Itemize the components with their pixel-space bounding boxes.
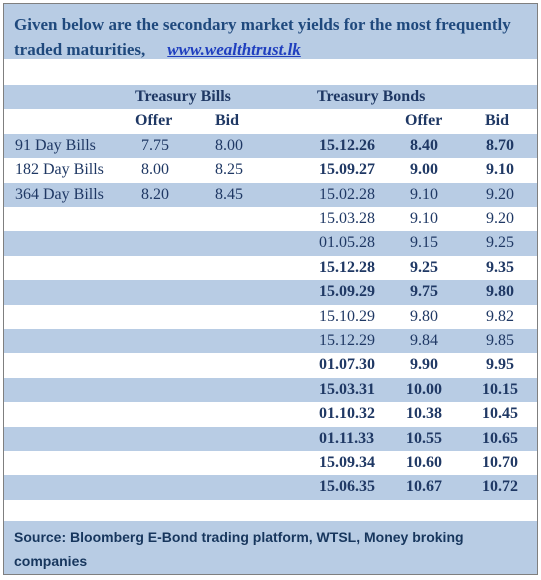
header: Given below are the secondary market yie… bbox=[14, 12, 529, 62]
bond-maturity: 01.05.28 bbox=[319, 234, 375, 252]
yield-table-panel: Given below are the secondary market yie… bbox=[3, 3, 538, 575]
group-header: Treasury Bills bbox=[135, 88, 231, 105]
bond-offer: 9.90 bbox=[410, 356, 438, 374]
source-note: Source: Bloomberg E-Bond trading platfor… bbox=[14, 529, 464, 569]
bond-maturity: 01.11.33 bbox=[319, 429, 375, 447]
row-band bbox=[4, 426, 537, 451]
bond-maturity: 15.02.28 bbox=[319, 185, 375, 203]
row-band bbox=[4, 377, 537, 403]
bond-bid: 10.65 bbox=[482, 429, 518, 447]
row-band bbox=[4, 231, 537, 256]
row-band bbox=[4, 475, 537, 500]
bond-offer: 9.25 bbox=[410, 258, 438, 276]
footer-band bbox=[4, 521, 537, 574]
bond-offer: 10.38 bbox=[406, 405, 442, 423]
bill-bid: 8.00 bbox=[215, 136, 243, 154]
row-band bbox=[4, 133, 537, 159]
bond-offer: 10.67 bbox=[406, 478, 442, 496]
bond-bid: 9.80 bbox=[486, 283, 514, 301]
bond-bid: 10.15 bbox=[482, 380, 518, 398]
bond-bid: 9.20 bbox=[486, 185, 514, 203]
website-link[interactable]: www.wealthtrust.lk bbox=[167, 40, 301, 59]
bill-offer: 8.00 bbox=[141, 161, 169, 179]
row-band bbox=[4, 280, 537, 305]
bond-bid: 9.35 bbox=[486, 258, 514, 276]
bond-offer: 9.00 bbox=[410, 161, 438, 179]
bond-offer: 10.60 bbox=[406, 454, 442, 471]
bill-name: 91 Day Bills bbox=[15, 136, 96, 154]
bond-bid: 10.72 bbox=[482, 478, 518, 496]
row-band bbox=[4, 182, 537, 207]
bond-bid: 9.25 bbox=[486, 234, 514, 252]
bond-bid: 9.85 bbox=[486, 332, 514, 349]
bond-bid: 9.95 bbox=[486, 356, 514, 374]
column-header: Bid bbox=[215, 112, 240, 130]
bond-maturity: 15.09.34 bbox=[319, 454, 375, 471]
bond-bid: 8.70 bbox=[486, 136, 514, 154]
bond-maturity: 15.12.29 bbox=[319, 332, 375, 349]
bond-bid: 9.10 bbox=[486, 161, 514, 179]
bond-maturity: 01.10.32 bbox=[319, 405, 375, 423]
bond-maturity: 15.10.29 bbox=[319, 307, 375, 325]
header-text: Given below are the secondary market yie… bbox=[14, 15, 511, 59]
group-header: Treasury Bonds bbox=[317, 88, 426, 105]
bill-offer: 8.20 bbox=[141, 185, 169, 203]
bond-offer: 9.80 bbox=[410, 307, 438, 325]
bond-maturity: 01.07.30 bbox=[319, 356, 375, 374]
bond-bid: 10.70 bbox=[482, 454, 518, 471]
bond-maturity: 15.12.28 bbox=[319, 258, 375, 276]
bond-offer: 9.75 bbox=[410, 283, 438, 301]
bond-maturity: 15.12.26 bbox=[319, 136, 375, 154]
bond-offer: 9.10 bbox=[410, 210, 438, 227]
bill-bid: 8.45 bbox=[215, 185, 243, 203]
column-header: Offer bbox=[405, 112, 443, 130]
bond-offer: 9.84 bbox=[410, 332, 438, 349]
column-header: Offer bbox=[135, 112, 173, 130]
bond-maturity: 15.03.31 bbox=[319, 380, 375, 398]
header-band bbox=[4, 4, 537, 59]
column-header: Bid bbox=[485, 112, 510, 130]
row-band bbox=[4, 85, 537, 110]
bill-bid: 8.25 bbox=[215, 161, 243, 179]
bond-offer: 10.00 bbox=[406, 380, 442, 398]
bond-maturity: 15.03.28 bbox=[319, 210, 375, 227]
bill-offer: 7.75 bbox=[141, 136, 169, 154]
bond-bid: 9.82 bbox=[486, 307, 514, 325]
row-band bbox=[4, 329, 537, 354]
bond-offer: 9.10 bbox=[410, 185, 438, 203]
bond-maturity: 15.06.35 bbox=[319, 478, 375, 496]
bond-offer: 8.40 bbox=[410, 136, 438, 154]
bill-name: 364 Day Bills bbox=[15, 185, 104, 203]
bill-name: 182 Day Bills bbox=[15, 161, 104, 179]
bond-maturity: 15.09.27 bbox=[319, 161, 375, 179]
bond-maturity: 15.09.29 bbox=[319, 283, 375, 301]
bond-bid: 9.20 bbox=[486, 210, 514, 227]
bond-offer: 10.55 bbox=[406, 429, 442, 447]
bond-bid: 10.45 bbox=[482, 405, 518, 423]
bond-offer: 9.15 bbox=[410, 234, 438, 252]
